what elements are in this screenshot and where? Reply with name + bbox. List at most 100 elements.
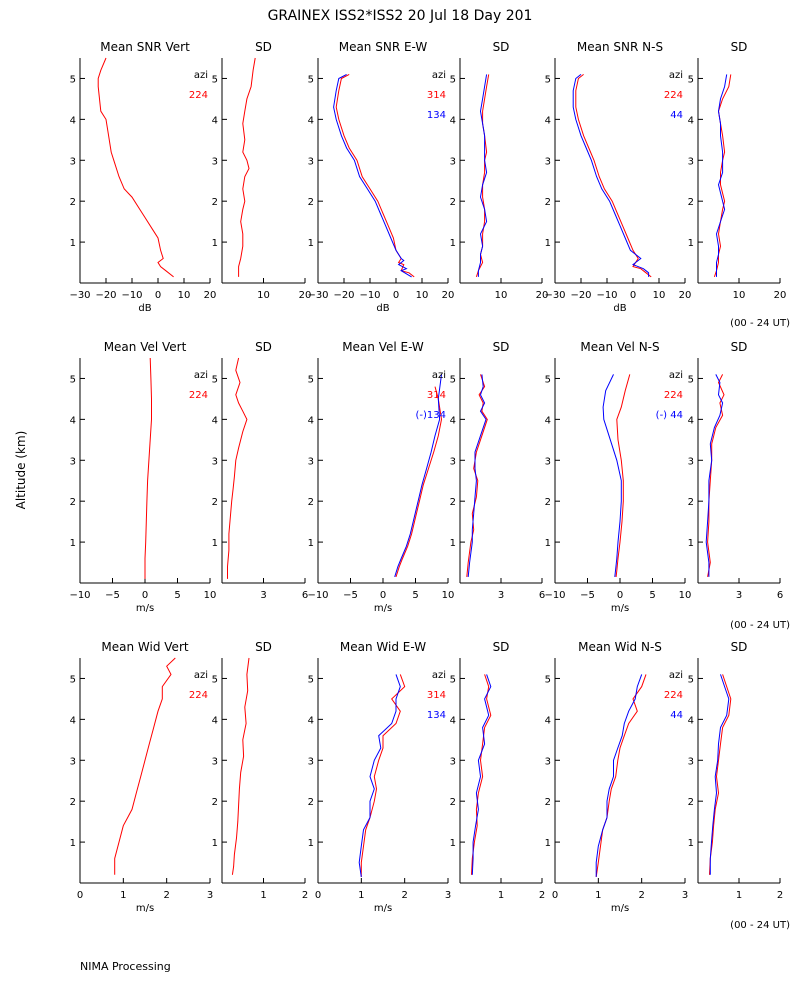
x-axis-label: dB	[138, 303, 151, 314]
y-tick-label: 3	[450, 156, 456, 167]
x-tick-label: −5	[580, 590, 595, 601]
legend-entry: 224	[664, 690, 683, 701]
x-axis-label: dB	[376, 303, 389, 314]
x-tick-label: 0	[617, 590, 623, 601]
y-tick-label: 1	[545, 838, 551, 849]
ut-note-3: (00 - 24 UT)	[730, 920, 790, 931]
panel-title: SD	[731, 640, 748, 654]
legend-entry: 134	[427, 710, 446, 721]
x-tick-label: 0	[77, 890, 83, 901]
y-tick-label: 5	[688, 674, 694, 685]
y-tick-label: 2	[212, 197, 218, 208]
y-tick-label: 1	[688, 238, 694, 249]
y-tick-label: 2	[450, 497, 456, 508]
y-tick-label: 5	[70, 674, 76, 685]
x-tick-label: 5	[174, 590, 180, 601]
x-tick-label: −20	[95, 290, 116, 301]
x-tick-label: 2	[401, 890, 407, 901]
y-tick-label: 2	[212, 497, 218, 508]
panel-title: Mean Wid E-W	[340, 640, 426, 654]
legend-entry: 224	[664, 90, 683, 101]
y-tick-label: 3	[308, 756, 314, 767]
x-tick-label: 10	[679, 590, 692, 601]
x-tick-label: −20	[333, 290, 354, 301]
x-tick-label: −10	[69, 590, 90, 601]
series-line-red-0	[238, 57, 256, 277]
series-line-blue-1	[715, 74, 728, 277]
series-line-224	[144, 357, 152, 579]
y-tick-label: 5	[308, 374, 314, 385]
x-tick-label: 1	[120, 890, 126, 901]
panel-0-5: SD 1 2 3 4 5 10 20	[688, 40, 787, 301]
series-line-44	[595, 674, 643, 877]
x-tick-label: −10	[359, 290, 380, 301]
y-tick-label: 1	[545, 238, 551, 249]
y-tick-label: 1	[212, 238, 218, 249]
panel-2-5: SD 1 2 3 4 5 1 2	[688, 640, 784, 901]
x-tick-label: 1	[358, 890, 364, 901]
x-tick-label: 10	[257, 290, 270, 301]
y-tick-label: 5	[70, 374, 76, 385]
y-tick-label: 1	[450, 838, 456, 849]
x-tick-label: −30	[544, 290, 565, 301]
x-tick-label: −30	[307, 290, 328, 301]
panel-title: Mean SNR E-W	[339, 40, 428, 54]
x-tick-label: 2	[638, 890, 644, 901]
y-tick-label: 5	[545, 674, 551, 685]
x-tick-label: 5	[412, 590, 418, 601]
panel-title: Mean SNR N-S	[577, 40, 663, 54]
x-tick-label: −10	[544, 590, 565, 601]
panel-title: Mean Vel Vert	[104, 340, 187, 354]
y-tick-label: 5	[545, 74, 551, 85]
series-line-blue-1	[471, 674, 492, 875]
y-tick-label: 2	[70, 497, 76, 508]
series-line-red-0	[707, 374, 725, 577]
y-tick-label: 3	[212, 456, 218, 467]
legend-entry: (-)134	[416, 410, 447, 421]
legend-azi-label: azi	[669, 670, 683, 681]
y-tick-label: 5	[70, 74, 76, 85]
y-tick-label: 5	[450, 74, 456, 85]
y-tick-label: 3	[70, 756, 76, 767]
panel-1-3: SD 1 2 3 4 5 3 6	[450, 340, 546, 601]
panel-title: SD	[731, 340, 748, 354]
y-tick-label: 5	[212, 374, 218, 385]
legend-entry: 224	[664, 390, 683, 401]
panel-title: Mean Wid Vert	[101, 640, 188, 654]
legend-entry: 44	[670, 110, 683, 121]
x-tick-label: 2	[163, 890, 169, 901]
y-tick-label: 3	[70, 156, 76, 167]
legend-entry: 224	[189, 690, 208, 701]
legend-azi-label: azi	[432, 670, 446, 681]
y-tick-label: 1	[70, 538, 76, 549]
panel-title: Mean SNR Vert	[100, 40, 190, 54]
y-tick-label: 4	[212, 715, 218, 726]
y-tick-label: 2	[688, 197, 694, 208]
legend-entry: (-) 44	[656, 410, 683, 421]
y-tick-label: 1	[450, 238, 456, 249]
y-tick-label: 2	[308, 797, 314, 808]
y-tick-label: 2	[308, 197, 314, 208]
x-tick-label: 10	[416, 290, 429, 301]
x-tick-label: −20	[570, 290, 591, 301]
panel-title: SD	[255, 40, 272, 54]
y-tick-label: 3	[450, 756, 456, 767]
y-tick-label: 3	[688, 456, 694, 467]
series-line-red-0	[709, 674, 732, 875]
y-tick-label: 5	[688, 374, 694, 385]
x-axis-label: m/s	[611, 603, 629, 614]
y-tick-label: 4	[688, 715, 694, 726]
y-tick-label: 4	[70, 415, 76, 426]
legend-azi-label: azi	[194, 70, 208, 81]
panel-2-1: SD 1 2 3 4 5 1 2	[212, 640, 309, 901]
x-tick-label: 2	[302, 890, 308, 901]
x-tick-label: 3	[736, 590, 742, 601]
series-line-red-0	[231, 657, 250, 875]
panel-title: Mean Vel E-W	[342, 340, 424, 354]
series-line-44	[572, 74, 650, 277]
y-tick-label: 4	[212, 415, 218, 426]
